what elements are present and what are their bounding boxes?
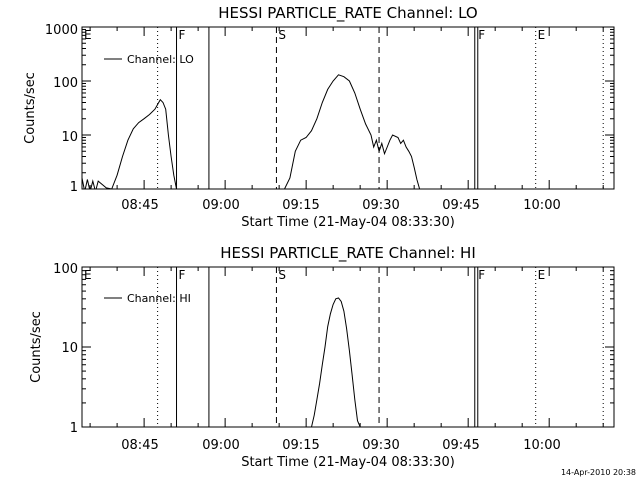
legend: Channel: LO	[104, 53, 194, 66]
x-tick-labels: 08:45 09:00 09:15 09:30 09:45 10:00	[121, 438, 560, 453]
plot-frame	[81, 266, 615, 428]
marker-label: S	[278, 268, 286, 282]
series-line	[284, 74, 421, 189]
series-line	[422, 188, 423, 189]
x-tick-label: 09:30	[362, 438, 399, 453]
x-tick-label: 09:00	[202, 438, 239, 453]
marker-label: F	[478, 268, 485, 282]
x-tick-label: 08:45	[121, 438, 158, 453]
x-tick-label: 09:00	[202, 198, 239, 213]
x-tick-label: 09:30	[362, 198, 399, 213]
legend-label: Channel: HI	[127, 292, 191, 305]
y-tick-label: 10	[61, 130, 78, 145]
series-line	[311, 297, 361, 427]
y-tick-label: 1	[70, 180, 78, 195]
chart-title: HESSI PARTICLE_RATE Channel: HI	[220, 244, 476, 263]
plot-frame	[81, 26, 615, 190]
x-tick-label: 09:45	[442, 438, 479, 453]
marker-label: E	[538, 28, 546, 42]
legend: Channel: HI	[104, 292, 191, 305]
x-tick-label: 10:00	[523, 438, 560, 453]
chart-panel-lo: HESSI PARTICLE_RATE Channel: LO Start Ti…	[23, 4, 615, 230]
x-tick-label: 09:45	[442, 198, 479, 213]
legend-label: Channel: LO	[127, 53, 194, 66]
y-tick-label: 100	[53, 262, 78, 277]
y-axis-label: Counts/sec	[23, 72, 38, 144]
y-axis-label: Counts/sec	[29, 311, 44, 383]
marker-label: S	[278, 28, 286, 42]
y-tick-label: 10	[61, 341, 78, 356]
x-axis-label: Start Time (21-May-04 08:33:30)	[241, 215, 455, 230]
marker-label: F	[179, 28, 186, 42]
chart-panel-hi: HESSI PARTICLE_RATE Channel: HI Start Ti…	[29, 244, 615, 470]
x-tick-label: 09:15	[282, 438, 319, 453]
y-tick-label: 100	[53, 76, 78, 91]
chart-title: HESSI PARTICLE_RATE Channel: LO	[218, 4, 477, 23]
y-tick-label: 1	[70, 421, 78, 436]
marker-label: F	[179, 268, 186, 282]
x-axis-label: Start Time (21-May-04 08:33:30)	[241, 455, 455, 470]
y-tick-labels: 1 10 100 1000	[45, 23, 78, 195]
timestamp: 14-Apr-2010 20:38	[561, 468, 636, 477]
x-tick-label: 10:00	[523, 198, 560, 213]
y-tick-label: 1000	[45, 23, 78, 38]
series-line	[82, 98, 177, 189]
marker-label: F	[478, 28, 485, 42]
marker-label: E	[84, 268, 92, 282]
x-tick-labels: 08:45 09:00 09:15 09:30 09:45 10:00	[121, 198, 560, 213]
marker-label: E	[538, 268, 546, 282]
x-tick-label: 08:45	[121, 198, 158, 213]
marker-label: E	[84, 28, 92, 42]
y-tick-labels: 1 10 100	[53, 262, 78, 436]
x-tick-label: 09:15	[282, 198, 319, 213]
